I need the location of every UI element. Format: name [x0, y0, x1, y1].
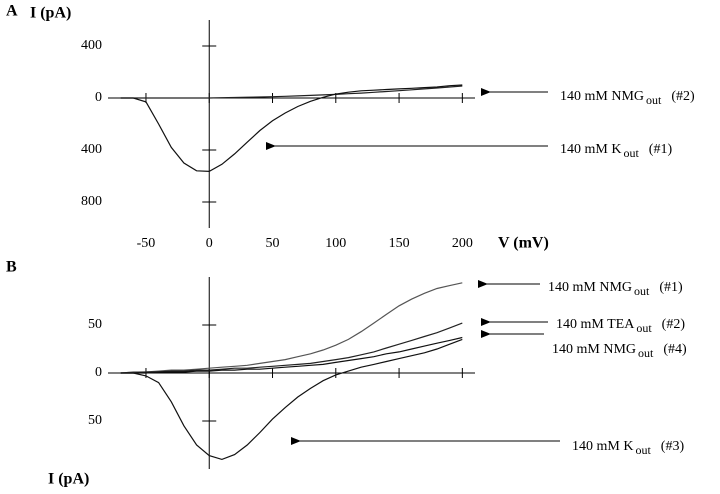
series-name-sub: out [623, 146, 639, 160]
series-name-sub: out [634, 284, 650, 298]
trace [120, 85, 463, 99]
y-axis-label: I (pA) [48, 471, 89, 488]
series-label: 140 mM NMG out (#2) [560, 89, 695, 107]
series-name: 140 mM K [560, 142, 621, 157]
series-name-sub: out [635, 443, 651, 457]
series-name: 140 mM NMG [560, 89, 644, 104]
x-tick-label: 50 [266, 236, 280, 251]
x-tick-label: 150 [389, 236, 410, 251]
trace [120, 322, 463, 374]
series-tag: (#2) [662, 317, 686, 332]
y-tick-label: 800 [81, 194, 102, 209]
series-name: 140 mM NMG [552, 342, 636, 357]
y-tick-label: 50 [88, 317, 102, 332]
series-tag: (#1) [649, 142, 673, 157]
y-tick-label: 0 [95, 365, 102, 380]
y-tick-label: 0 [95, 90, 102, 105]
x-tick-label: 100 [325, 236, 346, 251]
trace [120, 336, 463, 374]
series-label: 140 mM NMG out (#1) [548, 280, 683, 298]
series-name-sub: out [646, 93, 662, 107]
panel-label: B [6, 259, 17, 276]
series-name: 140 mM K [572, 439, 633, 454]
series-tag: (#3) [661, 439, 685, 454]
x-tick-label: 0 [206, 236, 213, 251]
x-tick-label: -50 [137, 236, 156, 251]
y-tick-label: 400 [81, 38, 102, 53]
series-tag: (#2) [671, 89, 695, 104]
y-tick-label: 50 [88, 413, 102, 428]
series-label: 140 mM NMG out (#4) [552, 342, 687, 360]
series-tag: (#1) [659, 280, 683, 295]
series-name-sub: out [636, 321, 652, 335]
trace [120, 282, 463, 374]
trace [120, 84, 463, 173]
x-axis-label: V (mV) [498, 235, 549, 252]
x-tick-label: 200 [452, 236, 473, 251]
series-name: 140 mM TEA [556, 317, 635, 332]
series-label: 140 mM TEA out (#2) [556, 317, 685, 335]
panel-label: A [6, 3, 18, 20]
series-name: 140 mM NMG [548, 280, 632, 295]
y-tick-label: 400 [81, 142, 102, 157]
trace [120, 338, 463, 461]
y-axis-label: I (pA) [30, 5, 71, 22]
series-tag: (#4) [663, 342, 687, 357]
series-name-sub: out [638, 346, 654, 360]
